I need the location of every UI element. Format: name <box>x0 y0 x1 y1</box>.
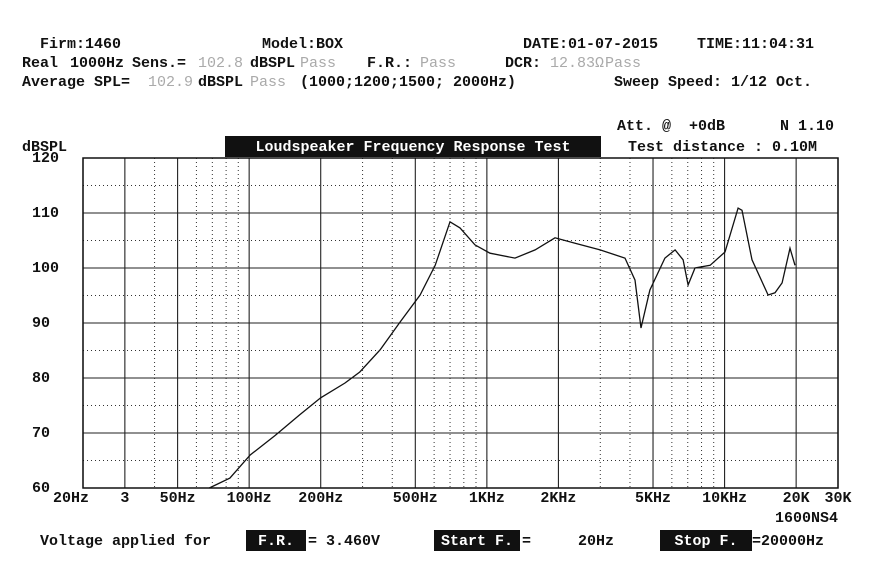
title-box <box>225 136 601 157</box>
header-text: dBSPL <box>198 74 243 91</box>
header-text: (1000;1200;1500; 2000Hz) <box>300 74 516 91</box>
y-axis-label: dBSPL <box>22 139 67 156</box>
start-value: 20Hz <box>578 533 614 550</box>
date: DATE:01-07-2015 <box>523 36 658 53</box>
response-curve <box>209 207 796 489</box>
x-tick-label: 5KHz <box>635 490 671 507</box>
x-tick-label: 10KHz <box>702 490 747 507</box>
header-text: Pass <box>300 55 336 72</box>
y-tick-label: 70 <box>32 425 50 442</box>
x-tick-label: 2KHz <box>540 490 576 507</box>
header-text: Real <box>22 55 58 72</box>
x-tick-label: 20Hz <box>53 490 89 507</box>
voltage-label: Voltage applied for <box>40 533 211 550</box>
header-text: Pass <box>605 55 641 72</box>
header-text: 1000Hz <box>70 55 124 72</box>
x-tick-label: 100Hz <box>227 490 272 507</box>
x-tick-label: 20K <box>783 490 810 507</box>
x-tick-label: 30K <box>824 490 851 507</box>
header-text: Pass <box>250 74 286 91</box>
x-tick-label: 500Hz <box>393 490 438 507</box>
model: Model:BOX <box>262 36 343 53</box>
header-text: 12.83Ω <box>550 55 604 72</box>
header-text: Sens.= <box>132 55 186 72</box>
y-tick-label: 120 <box>32 150 59 167</box>
stop-value: =20000Hz <box>752 533 824 550</box>
test-distance: Test distance : 0.10M <box>628 139 817 156</box>
header-text: DCR: <box>505 55 541 72</box>
header-text: Average SPL= <box>22 74 130 91</box>
y-tick-label: 100 <box>32 260 59 277</box>
y-tick-label: 110 <box>32 205 59 222</box>
time: TIME:11:04:31 <box>697 36 814 53</box>
fr-box-label: F.R. <box>258 533 294 550</box>
start-box <box>434 530 520 551</box>
stop-box <box>660 530 752 551</box>
header-text: 102.8 <box>198 55 243 72</box>
voltage: = 3.460V <box>308 533 380 550</box>
header-text: 102.9 <box>148 74 193 91</box>
y-tick-label: 60 <box>32 480 50 497</box>
header-text: F.R.: <box>367 55 412 72</box>
x-tick-label: 3 <box>120 490 129 507</box>
x-tick-label: 200Hz <box>298 490 343 507</box>
header-text: Sweep Speed: 1/12 Oct. <box>614 74 812 91</box>
stop-box-label: Stop F. <box>674 533 737 550</box>
start-eq: = <box>522 533 531 550</box>
header-text: dBSPL <box>250 55 295 72</box>
plot-frame <box>82 157 839 489</box>
y-tick-label: 80 <box>32 370 50 387</box>
header-text: Pass <box>420 55 456 72</box>
x-tick-label: 1KHz <box>469 490 505 507</box>
version: N 1.10 <box>780 118 834 135</box>
x-tick-label: 50Hz <box>160 490 196 507</box>
fr-box <box>246 530 306 551</box>
model-code: 1600NS4 <box>775 510 838 527</box>
y-tick-label: 90 <box>32 315 50 332</box>
start-box-label: Start F. <box>441 533 513 550</box>
firm: Firm:1460 <box>40 36 121 53</box>
chart-title: Loudspeaker Frequency Response Test <box>255 139 570 156</box>
attenuation: Att. @ +0dB <box>617 118 725 135</box>
